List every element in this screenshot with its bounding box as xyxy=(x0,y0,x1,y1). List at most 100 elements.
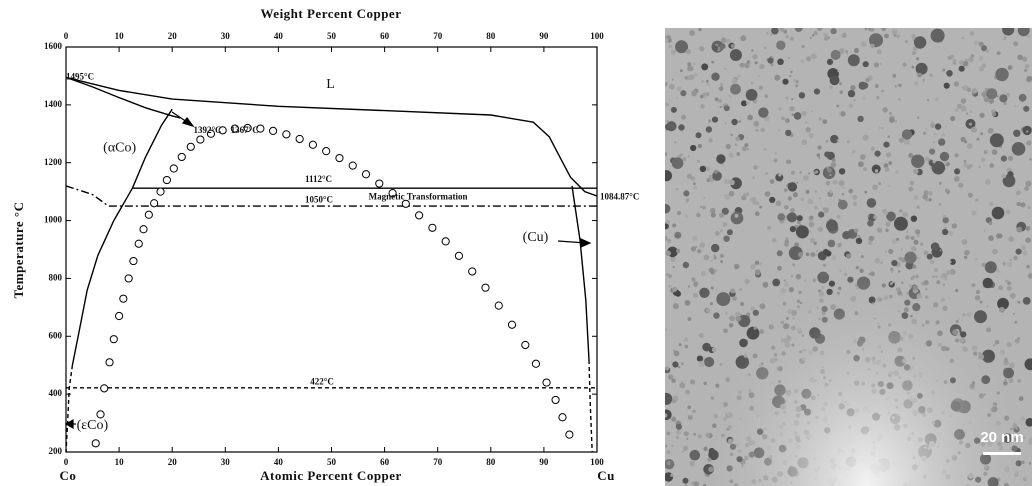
phase-boundary xyxy=(65,185,597,207)
data-point xyxy=(124,274,133,283)
x-end-label: Cu xyxy=(597,468,615,483)
annotation: Magnetic Transformation xyxy=(369,191,468,201)
x2-tick-label: 60 xyxy=(380,31,390,41)
data-point xyxy=(415,211,424,220)
y-tick-label: 1400 xyxy=(44,99,63,109)
x2-tick-label: 0 xyxy=(64,31,69,41)
x-tick-label: 0 xyxy=(64,457,69,467)
data-point xyxy=(388,188,397,198)
arrow-head xyxy=(181,117,195,128)
annotation: 422°C xyxy=(310,377,334,387)
y-tick-label: 800 xyxy=(49,272,63,282)
x-tick-label: 80 xyxy=(486,457,496,467)
data-point xyxy=(129,256,138,266)
image-glow xyxy=(665,28,1032,486)
data-point xyxy=(144,210,153,219)
data-point xyxy=(96,410,105,419)
x2-tick-label: 50 xyxy=(327,31,337,41)
data-point xyxy=(139,225,148,234)
data-point xyxy=(150,199,159,208)
data-point xyxy=(481,283,490,292)
x2-tick-label: 20 xyxy=(168,31,178,41)
phase-boundary xyxy=(588,359,593,453)
data-point xyxy=(428,223,437,232)
arrow-head xyxy=(64,418,74,430)
data-point xyxy=(186,142,195,151)
data-point xyxy=(542,378,551,387)
data-point xyxy=(162,175,171,185)
data-point xyxy=(243,123,252,133)
data-point xyxy=(322,147,331,156)
annotation: (εCo) xyxy=(77,418,109,433)
x-tick-label: 90 xyxy=(539,457,549,467)
arrows xyxy=(64,111,592,430)
data-point xyxy=(454,251,464,260)
data-point xyxy=(109,335,118,344)
x-axis-title: Atomic Percent Copper xyxy=(260,468,402,483)
data-point xyxy=(531,359,541,368)
data-point xyxy=(177,152,186,162)
data-point xyxy=(401,199,410,208)
data-point xyxy=(115,311,124,321)
arrow-head xyxy=(580,238,592,248)
y-tick-label: 200 xyxy=(49,446,63,456)
data-point xyxy=(156,187,165,196)
data-point xyxy=(507,320,517,329)
phase-diagram: Weight Percent Copper Atomic Percent Cop… xyxy=(11,6,639,483)
annotation: L xyxy=(326,77,335,92)
data-point xyxy=(206,129,216,138)
data-point xyxy=(100,384,109,393)
data-point xyxy=(521,340,530,350)
x-tick-label: 50 xyxy=(327,457,337,467)
data-point xyxy=(348,161,357,170)
data-point xyxy=(468,267,477,276)
data-point xyxy=(230,124,239,133)
x2-tick-label: 100 xyxy=(590,31,604,41)
data-point xyxy=(91,439,100,448)
data-point xyxy=(335,153,344,163)
x2-tick-label: 40 xyxy=(274,31,284,41)
data-point xyxy=(218,126,227,135)
data-point xyxy=(119,294,128,303)
x-tick-label: 100 xyxy=(590,457,604,467)
data-point xyxy=(308,140,318,149)
data-point xyxy=(282,130,291,139)
phase-boundary xyxy=(131,108,173,189)
annotation: 1495°C xyxy=(66,71,94,81)
y-tick-label: 400 xyxy=(49,388,63,398)
annotation: (αCo) xyxy=(103,140,136,155)
x2-tick-label: 90 xyxy=(539,31,549,41)
data-point xyxy=(196,135,205,144)
phase-boundary xyxy=(65,76,181,119)
x2-axis-title: Weight Percent Copper xyxy=(261,6,402,21)
data-point xyxy=(494,301,503,310)
data-point xyxy=(441,237,450,246)
x-tick-label: 60 xyxy=(380,457,390,467)
x2-tick-label: 70 xyxy=(433,31,443,41)
y-axis-title: Temperature °C xyxy=(11,201,26,298)
data-point xyxy=(565,430,574,439)
x2-tick-label: 80 xyxy=(486,31,496,41)
annotation: 1392°C xyxy=(193,125,221,135)
data-point xyxy=(134,239,143,248)
data-point xyxy=(361,170,371,179)
annotation: (Cu) xyxy=(523,230,549,245)
annotation: 1084.87°C xyxy=(600,191,639,201)
y-tick-label: 1000 xyxy=(44,215,63,225)
phase-boundary xyxy=(571,185,590,361)
data-point xyxy=(375,179,384,188)
annotation: 1112°C xyxy=(305,174,332,184)
annotation: 1367°C xyxy=(231,125,259,135)
x-end-label: Co xyxy=(60,468,77,483)
y-tick-label: 1200 xyxy=(44,157,63,167)
x2-tick-label: 30 xyxy=(221,31,231,41)
phase-boundary xyxy=(65,76,598,197)
x2-tick-label: 10 xyxy=(115,31,125,41)
data-point xyxy=(105,358,114,367)
x-tick-label: 10 xyxy=(115,457,125,467)
scale-bar xyxy=(983,452,1021,455)
y-tick-label: 600 xyxy=(49,330,63,340)
data-point xyxy=(268,126,278,135)
data-point xyxy=(256,124,265,133)
